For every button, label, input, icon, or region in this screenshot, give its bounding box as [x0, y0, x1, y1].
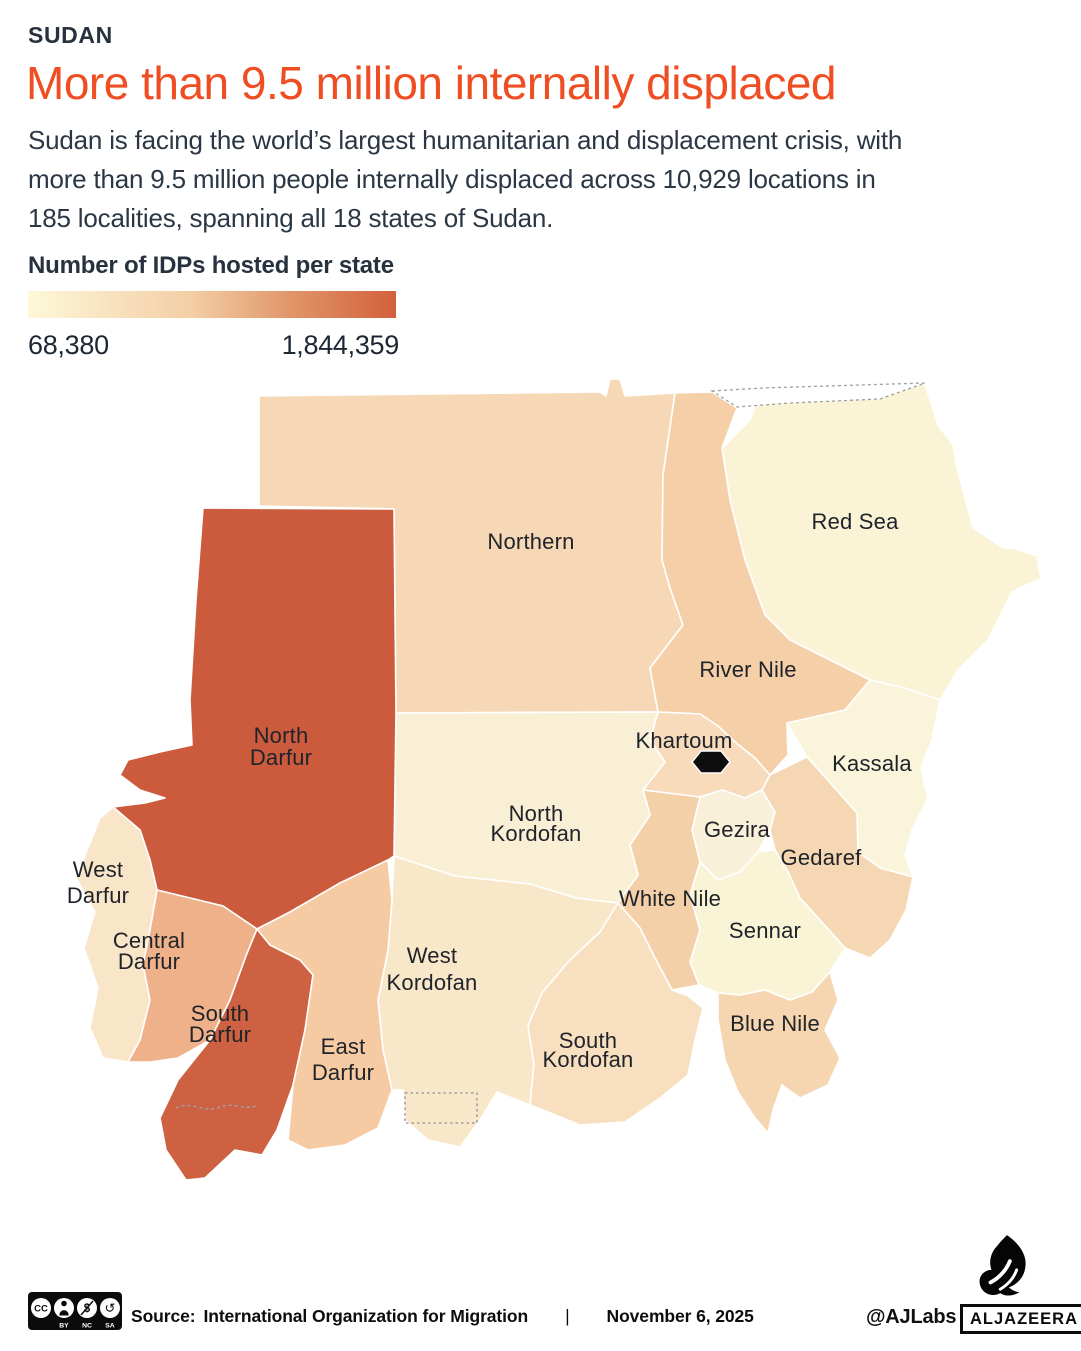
- state-label-white-nile: White Nile: [619, 886, 721, 911]
- cc-badge-glyph: SA: [105, 1323, 115, 1330]
- cc-by-icon: [54, 1298, 74, 1318]
- state-label-red-sea: Red Sea: [811, 509, 899, 534]
- state-west-darfur: [75, 806, 158, 1063]
- aljazeera-logo-box: ALJAZEERA: [960, 1304, 1081, 1334]
- capital-hexagon-marker: [691, 750, 731, 774]
- cc-badge-background: [28, 1292, 122, 1330]
- cc-by-person-icon: [61, 1300, 67, 1307]
- state-south-kordofan: [527, 902, 704, 1126]
- state-blue-nile: [717, 971, 841, 1134]
- state-label-gezira: Gezira: [704, 817, 771, 842]
- description-line: Sudan is facing the world’s largest huma…: [28, 125, 903, 155]
- cc-badge-glyph: NC: [82, 1323, 92, 1330]
- state-label-north-kordofan: North Kordofan: [491, 801, 582, 846]
- state-gedaref: [761, 756, 914, 959]
- separator: |: [565, 1306, 570, 1326]
- state-label-north-darfur: North Darfur: [250, 723, 312, 770]
- abyei-box: [404, 1092, 478, 1124]
- halaib-triangle: [709, 382, 926, 408]
- state-north-darfur: [112, 507, 397, 930]
- date: November 6, 2025: [606, 1306, 754, 1326]
- state-label-northern: Northern: [487, 529, 574, 554]
- description-line: 185 localities, spanning all 18 states o…: [28, 203, 554, 233]
- state-east-darfur: [256, 859, 393, 1151]
- cc-nc-slash-icon: [80, 1300, 94, 1316]
- state-label-south-kordofan: South Kordofan: [543, 1028, 634, 1072]
- state-label-sennar: Sennar: [729, 918, 801, 943]
- cc-badge-glyph: $: [84, 1303, 91, 1315]
- kicker: SUDAN: [28, 22, 113, 48]
- ajlabs-credit: @AJLabs: [866, 1306, 957, 1328]
- state-label-west-darfur: West Darfur: [67, 857, 129, 908]
- state-label-west-kordofan: West Kordofan: [387, 943, 478, 995]
- cc-badge-glyph: ↺: [105, 1301, 116, 1316]
- state-label-central-darfur: Central Darfur: [113, 928, 185, 974]
- legend-max-value: 1,844,359: [281, 330, 400, 360]
- state-kassala: [786, 679, 941, 878]
- state-label-gedaref: Gedaref: [781, 845, 863, 870]
- capital-label-khartoum: Khartoum: [636, 728, 733, 753]
- legend-title: Number of IDPs hosted per state: [28, 252, 394, 279]
- state-label-kassala: Kassala: [832, 751, 912, 776]
- state-river-nile: [649, 391, 871, 776]
- state-label-river-nile: River Nile: [699, 657, 796, 682]
- state-label-south-darfur: South Darfur: [189, 1001, 251, 1047]
- cc-badge-glyph: CC: [34, 1304, 48, 1315]
- legend-min-value: 68,380: [28, 330, 109, 360]
- page-title: More than 9.5 million internally displac…: [26, 57, 837, 109]
- kafia-kingi-line: [175, 1104, 257, 1110]
- description-line: more than 9.5 million people internally …: [28, 164, 876, 194]
- cc-badge-glyph: BY: [59, 1323, 69, 1330]
- state-label-east-darfur: East Darfur: [312, 1034, 374, 1085]
- legend-scale: 68,380 1,844,359: [28, 330, 399, 361]
- source-label: Source:: [131, 1306, 196, 1326]
- cc-by-person-icon: [59, 1310, 69, 1316]
- source-value: International Organization for Migration: [203, 1306, 529, 1326]
- source-row: Source: International Organization for M…: [131, 1306, 754, 1327]
- state-label-blue-nile: Blue Nile: [730, 1011, 820, 1036]
- aljazeera-flame-logo: [979, 1235, 1026, 1296]
- cc-sa-icon: [100, 1298, 120, 1318]
- cc-icon: [31, 1298, 51, 1318]
- description: Sudan is facing the world’s largest huma…: [28, 121, 902, 238]
- creative-commons-license-badge: CC $ ↺ BY NC SA: [28, 1292, 122, 1330]
- legend-gradient-bar: [28, 291, 396, 318]
